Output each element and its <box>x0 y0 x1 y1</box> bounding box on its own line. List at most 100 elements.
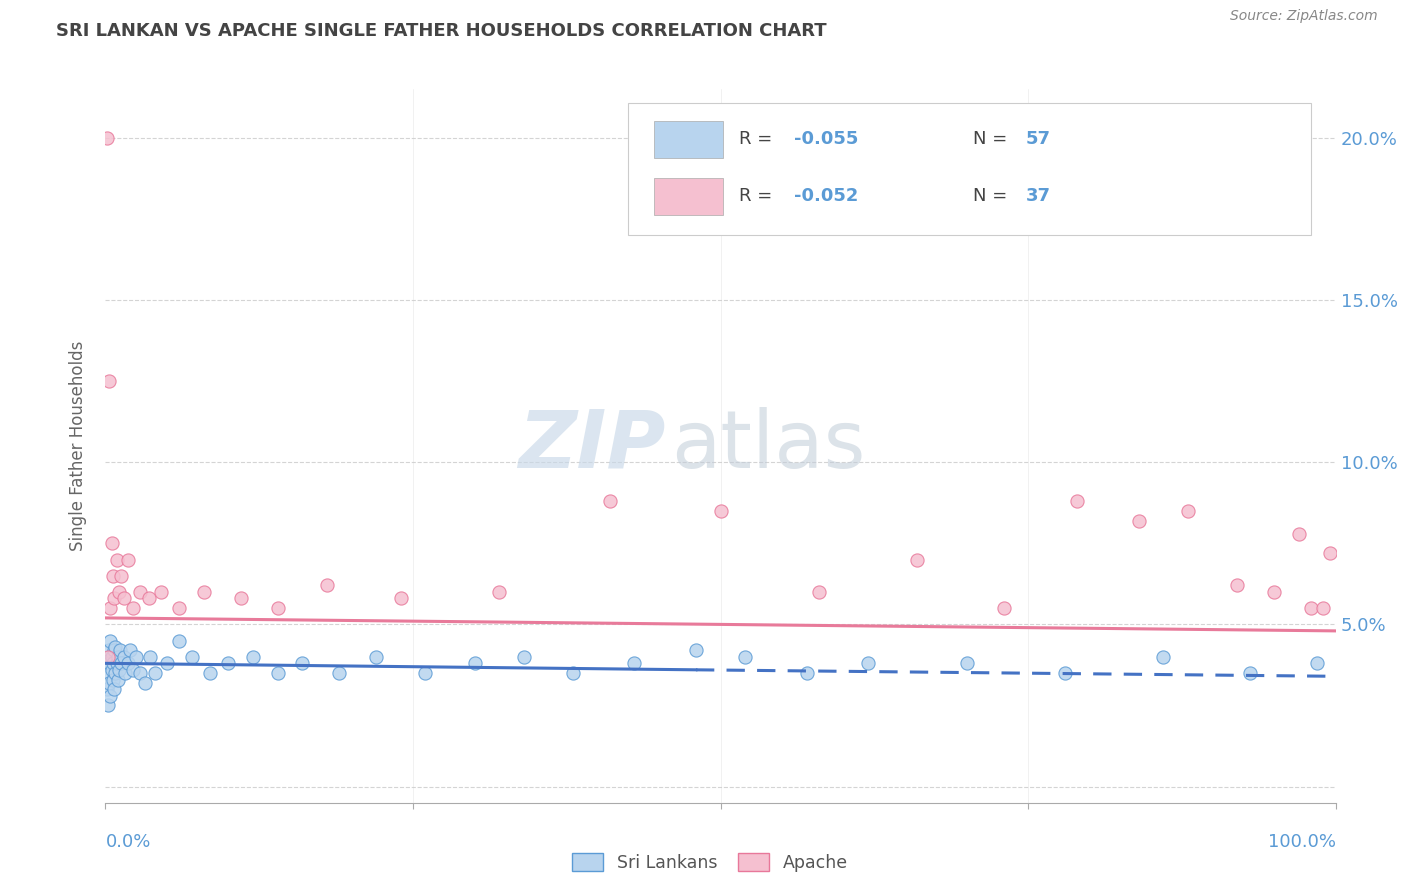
Point <box>97 698 120 713</box>
Point <box>129 585 152 599</box>
Point <box>1226 578 1249 592</box>
Text: SRI LANKAN VS APACHE SINGLE FATHER HOUSEHOLDS CORRELATION CHART: SRI LANKAN VS APACHE SINGLE FATHER HOUSE… <box>56 22 827 40</box>
Point <box>1177 504 1199 518</box>
Point <box>1066 494 1088 508</box>
Point <box>1312 601 1334 615</box>
Point <box>907 552 929 566</box>
Point <box>101 657 124 671</box>
Point <box>180 649 202 664</box>
Text: 0.0%: 0.0% <box>105 833 150 851</box>
Point <box>1319 546 1341 560</box>
Text: -0.052: -0.052 <box>794 187 859 205</box>
Point <box>108 663 131 677</box>
Point <box>229 591 252 606</box>
Point <box>710 504 733 518</box>
Point <box>105 657 128 671</box>
Point <box>110 657 132 671</box>
Point <box>242 649 264 664</box>
Point <box>103 591 125 606</box>
Point <box>104 666 127 681</box>
Point <box>1301 601 1323 615</box>
Point <box>562 666 585 681</box>
FancyBboxPatch shape <box>654 178 723 215</box>
Point <box>96 682 118 697</box>
Text: 100.0%: 100.0% <box>1268 833 1336 851</box>
FancyBboxPatch shape <box>628 103 1312 235</box>
Point <box>156 657 179 671</box>
Point <box>98 374 121 388</box>
Point <box>858 657 880 671</box>
Point <box>100 663 122 677</box>
Point <box>218 657 240 671</box>
Point <box>134 675 156 690</box>
Point <box>1128 514 1150 528</box>
Point <box>1288 526 1310 541</box>
Point <box>100 536 122 550</box>
Text: N =: N = <box>973 187 1012 205</box>
Text: 57: 57 <box>1025 130 1050 148</box>
Point <box>107 649 129 664</box>
Point <box>97 649 120 664</box>
Legend: Sri Lankans, Apache: Sri Lankans, Apache <box>565 847 855 879</box>
Point <box>125 649 148 664</box>
Point <box>328 666 350 681</box>
Point <box>101 568 124 582</box>
Point <box>291 657 314 671</box>
Text: -0.055: -0.055 <box>794 130 859 148</box>
Point <box>96 131 118 145</box>
Point <box>110 568 132 582</box>
Point <box>1306 657 1329 671</box>
Point <box>488 585 510 599</box>
Point <box>117 657 139 671</box>
Point <box>114 666 136 681</box>
Point <box>97 649 120 664</box>
Point <box>267 666 290 681</box>
Text: R =: R = <box>740 130 778 148</box>
Point <box>129 666 152 681</box>
Point <box>121 601 143 615</box>
Point <box>103 682 125 697</box>
Point <box>98 643 121 657</box>
Text: ZIP: ZIP <box>517 407 665 485</box>
Point <box>98 675 121 690</box>
FancyBboxPatch shape <box>654 120 723 158</box>
Point <box>121 663 143 677</box>
Text: atlas: atlas <box>672 407 866 485</box>
Point <box>1263 585 1285 599</box>
Point <box>138 591 160 606</box>
Point <box>117 552 139 566</box>
Point <box>993 601 1015 615</box>
Point <box>796 666 818 681</box>
Point <box>366 649 388 664</box>
Point <box>110 643 132 657</box>
Point <box>104 640 127 654</box>
Text: R =: R = <box>740 187 778 205</box>
Point <box>98 657 121 671</box>
Point <box>1239 666 1261 681</box>
Point <box>149 585 172 599</box>
Point <box>112 591 135 606</box>
Point <box>108 585 131 599</box>
Point <box>198 666 221 681</box>
Point <box>956 657 979 671</box>
Point <box>267 601 290 615</box>
Point <box>103 643 125 657</box>
Point <box>169 601 191 615</box>
Point <box>98 601 122 615</box>
Point <box>389 591 412 606</box>
Text: N =: N = <box>973 130 1012 148</box>
Point <box>96 666 118 681</box>
Point <box>143 666 166 681</box>
Point <box>1153 649 1175 664</box>
Text: 37: 37 <box>1025 187 1050 205</box>
Point <box>105 552 128 566</box>
Point <box>100 649 122 664</box>
Point <box>315 578 337 592</box>
Point <box>599 494 621 508</box>
Point <box>685 643 707 657</box>
Point <box>513 649 536 664</box>
Point <box>807 585 830 599</box>
Point <box>193 585 215 599</box>
Point <box>107 673 129 687</box>
Point <box>169 633 191 648</box>
